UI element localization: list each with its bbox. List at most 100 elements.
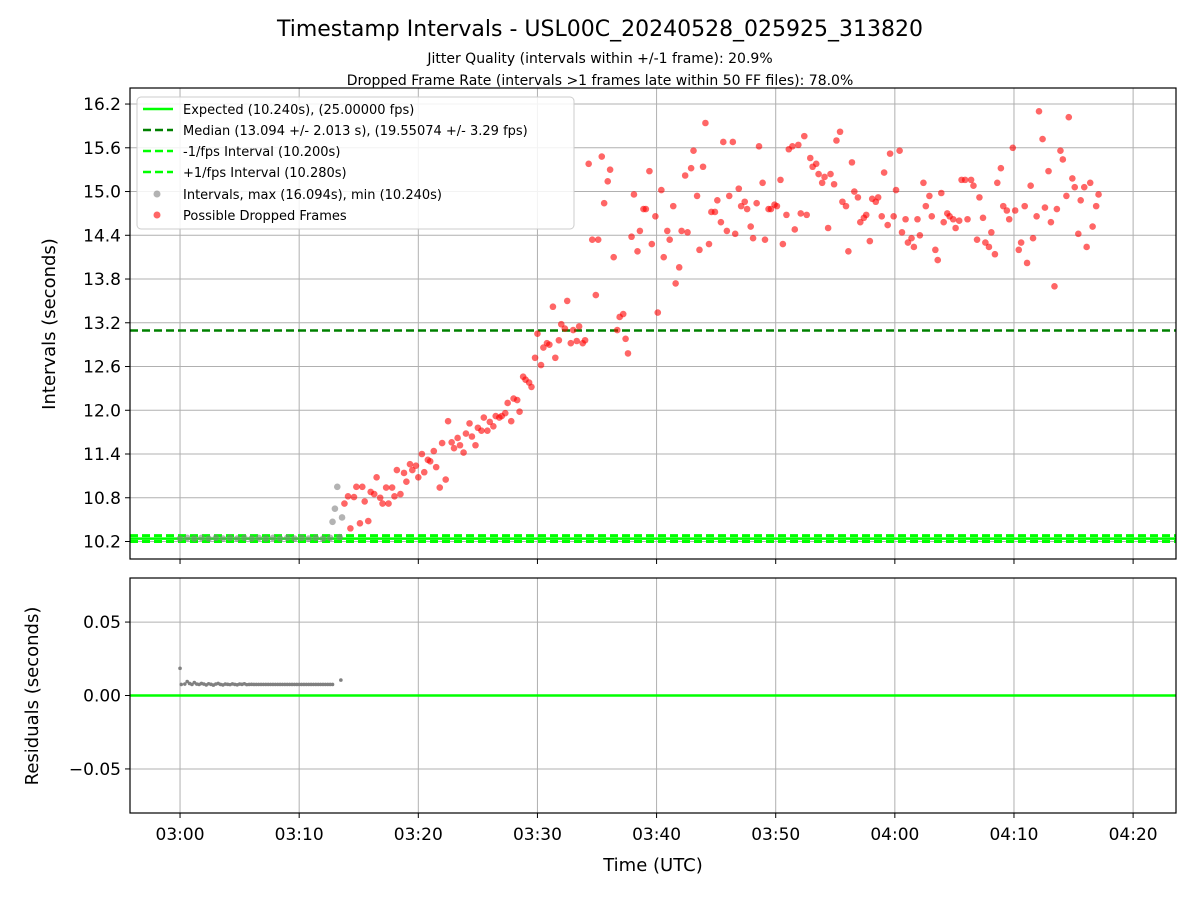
dropped-frame-point [874,194,882,201]
dropped-frame-point [1063,192,1070,200]
dropped-frame-point [486,418,494,426]
dropped-frame-point [546,341,553,348]
dropped-frame-point [684,229,691,236]
dropped-frame-point [468,433,476,440]
dropped-frame-point [450,444,458,452]
dropped-frame-point [341,500,348,507]
dropped-frame-point [347,525,354,532]
dropped-frame-point [854,194,862,201]
dropped-frame-point [484,427,491,434]
dropped-frame-point [1086,179,1094,187]
dropped-frame-point [830,180,838,188]
dropped-frame-point [634,248,641,255]
chart-subtitle-jitter: Jitter Quality (intervals within +/-1 fr… [426,51,772,67]
dropped-frame-point [415,474,422,481]
dropped-frame-point [359,483,366,491]
dropped-frame-point [886,150,894,157]
dropped-frame-point [1080,183,1088,191]
x-tick-label: 03:20 [394,825,443,845]
dropped-frame-point [406,460,414,468]
dropped-frame-point [938,189,945,197]
dropped-frame-point [749,234,757,242]
dropped-frame-point [690,147,697,155]
dropped-frame-point [916,231,924,239]
residuals-series [178,666,343,687]
residual-point [179,682,184,687]
dropped-frame-point [910,243,918,251]
dropped-frame-point [442,476,450,483]
dropped-frame-point [660,253,668,261]
dropped-frame-point [344,492,352,500]
dropped-frame-point [361,498,368,505]
dropped-frame-point [557,320,565,328]
dropped-frame-point [1011,207,1019,214]
dropped-frame-point [1005,215,1013,223]
dropped-frame-point [573,337,581,345]
y-tick-label: 15.6 [83,139,121,159]
dropped-frame-point [1069,175,1076,182]
dropped-frame-point [1059,156,1067,163]
dropped-frame-point [761,236,769,243]
interval-point [183,534,191,542]
interval-point [205,535,212,542]
intervals-series [176,483,346,542]
dropped-frame-point [669,202,677,210]
interval-point [212,534,220,542]
legend: Expected (10.240s), (25.00000 fps) Media… [136,96,575,230]
intervals-panel: 10.2 10.8 11.4 12.0 12.6 13.2 13.8 14.4 15.0 15.6… [39,87,1177,564]
interval-point [333,483,341,491]
interval-point [191,535,198,542]
legend-box [136,96,575,230]
dropped-frame-point [412,462,420,469]
dropped-frame-point [729,138,737,146]
dropped-frame-point [702,119,709,127]
dropped-frame-point [619,310,627,318]
dropped-frame-point [385,500,392,507]
dropped-frame-point [696,246,703,254]
interval-point [262,535,270,542]
dropped-frame-point [896,147,903,155]
intervals-x-ticks [179,559,1134,564]
dropped-frame-point [672,280,679,287]
interval-point [319,535,327,542]
dropped-frame-point [400,469,408,477]
dropped-frame-point [462,430,470,437]
interval-point [298,534,305,542]
dropped-frame-point [1045,167,1052,175]
dropped-frame-point [821,173,828,181]
dropped-frame-point [1071,183,1079,191]
dropped-frame-point [964,215,971,223]
y-tick-label: 10.8 [83,489,121,509]
dropped-frame-point [842,202,850,210]
dropped-frame-point [791,226,799,233]
dropped-frame-point [534,330,541,338]
y-tick-label: 0.00 [83,687,121,707]
dropped-frame-point [652,213,659,220]
dropped-frame-point [567,339,575,347]
dropped-frame-point [466,420,473,427]
dropped-frame-point [654,309,662,316]
dropped-frame-point [815,170,822,178]
interval-point [226,534,234,542]
dropped-frames-series [341,108,1102,532]
residual-point [339,678,343,682]
legend-intervals-label: Intervals, max (16.094s), min (10.240s) [183,188,442,203]
legend-intervals-swatch [153,190,161,198]
dropped-frame-point [914,215,921,223]
dropped-frame-point [581,336,589,344]
y-tick-label: 16.2 [83,95,121,115]
dropped-frame-point [759,179,766,187]
dropped-frame-point [648,240,656,248]
dropped-frame-point [812,160,820,168]
dropped-frame-point [1075,230,1082,238]
dropped-frame-point [902,215,909,223]
dropped-frame-point [1029,234,1037,242]
residual-point [330,682,335,687]
dropped-frame-point [1017,239,1025,246]
dropped-frame-point [604,178,612,185]
y-tick-label: 12.6 [83,358,121,378]
dropped-frame-point [353,483,360,491]
dropped-frame-point [848,159,856,166]
x-tick-label: 03:10 [275,825,324,845]
